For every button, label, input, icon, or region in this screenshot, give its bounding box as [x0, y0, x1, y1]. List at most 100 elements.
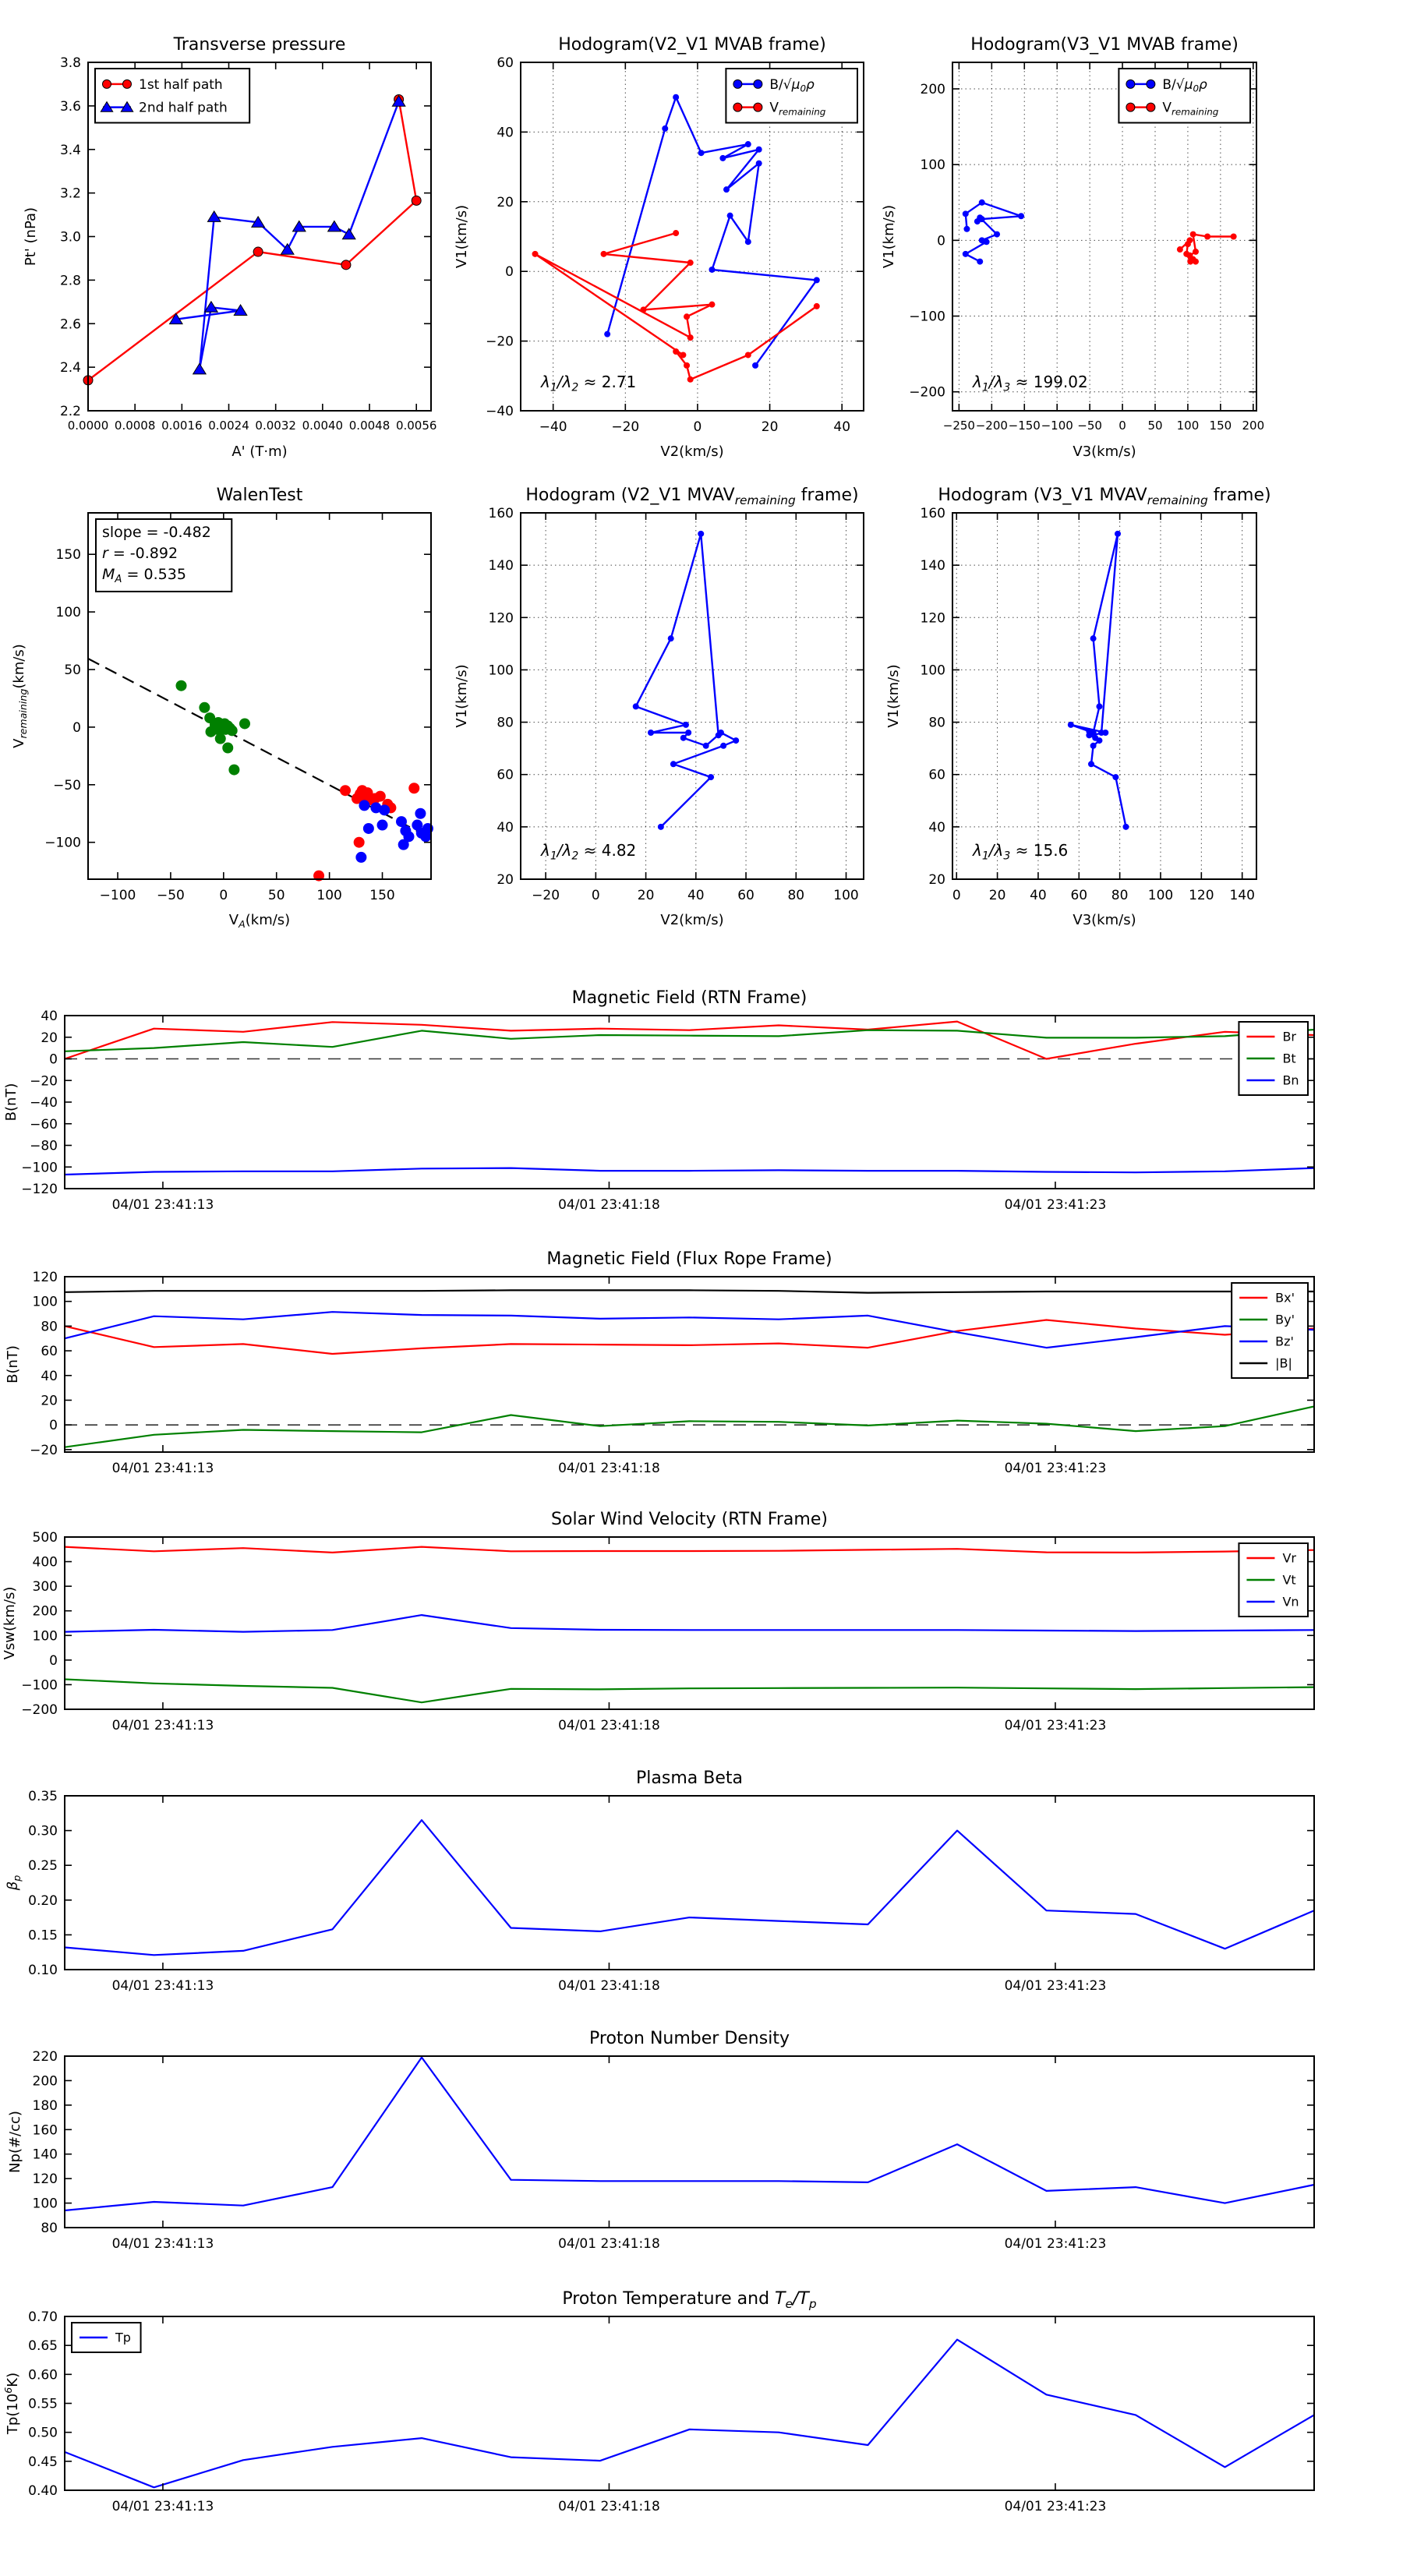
svg-text:3.2: 3.2: [60, 186, 81, 202]
svg-text:3.0: 3.0: [60, 230, 81, 246]
hodogram-v3v1-mvav-plot-title: Hodogram (V3_V1 MVAVremaining frame): [938, 486, 1270, 507]
svg-text:20: 20: [497, 872, 514, 888]
svg-text:04/01 23:41:23: 04/01 23:41:23: [1005, 2499, 1107, 2514]
transverse-pressure-plot-xlabel: A' (T·m): [231, 443, 287, 460]
svg-text:80: 80: [497, 716, 514, 731]
svg-text:150: 150: [56, 547, 81, 563]
svg-text:−20: −20: [532, 888, 560, 903]
svg-text:04/01 23:41:23: 04/01 23:41:23: [1005, 1197, 1107, 1213]
svg-text:B/√μ0ρ: B/√μ0ρ: [1162, 77, 1207, 94]
svg-text:40: 40: [497, 125, 514, 140]
svg-text:−60: −60: [30, 1117, 58, 1133]
svg-text:80: 80: [41, 2221, 58, 2236]
svg-text:−40: −40: [30, 1095, 58, 1111]
proton-temperature-plot: 04/01 23:41:13 04/01 23:41:18 04/01 23:41:…: [2, 2289, 1315, 2514]
svg-text:0.40: 0.40: [28, 2483, 58, 2499]
svg-text:0: 0: [49, 1418, 58, 1433]
svg-text:160: 160: [489, 506, 514, 521]
svg-text:1st half path: 1st half path: [139, 77, 223, 93]
svg-text:0.0000: 0.0000: [68, 419, 109, 433]
hodogram-v3v1-mvav-plot-annotation: λ1/λ3 ≈ 15.6: [972, 841, 1068, 862]
svg-text:80: 80: [41, 1319, 58, 1334]
svg-text:−100: −100: [44, 836, 81, 851]
transverse-pressure-plot: 0.0000 0.0008 0.0016 0.0024 0.0032 0.0040 0.00…: [23, 35, 436, 460]
svg-text:0: 0: [49, 1052, 58, 1068]
transverse-pressure-plot-title: Transverse pressure: [173, 35, 346, 55]
svg-text:−150: −150: [1009, 419, 1041, 433]
svg-text:Vt: Vt: [1282, 1573, 1295, 1588]
hodogram-v2v1-mvav-plot: −20 0 20 40 60 80 100 20 40 60 80 100 120 140 160 Hodog…: [454, 486, 864, 928]
svg-text:−250: −250: [943, 419, 975, 433]
svg-text:160: 160: [33, 2122, 58, 2138]
svg-text:04/01 23:41:18: 04/01 23:41:18: [558, 1197, 660, 1213]
svg-text:0: 0: [1119, 419, 1126, 433]
svg-text:100: 100: [33, 1295, 58, 1310]
svg-text:04/01 23:41:18: 04/01 23:41:18: [558, 1461, 660, 1476]
svg-text:20: 20: [497, 195, 514, 210]
proton-density-plot-title: Proton Number Density: [589, 2029, 790, 2048]
svg-text:100: 100: [56, 605, 81, 620]
svg-text:0: 0: [505, 264, 514, 280]
svg-text:|B|: |B|: [1275, 1356, 1292, 1371]
svg-text:0: 0: [49, 1653, 58, 1669]
svg-text:180: 180: [33, 2098, 58, 2114]
svg-text:40: 40: [1030, 888, 1047, 903]
svg-text:Bn: Bn: [1282, 1073, 1299, 1088]
svg-text:0.30: 0.30: [28, 1824, 58, 1839]
solar-wind-velocity-plot-title: Solar Wind Velocity (RTN Frame): [551, 1510, 828, 1529]
svg-text:0.25: 0.25: [28, 1858, 58, 1874]
svg-text:120: 120: [1189, 888, 1214, 903]
svg-text:Tp: Tp: [115, 2330, 131, 2345]
svg-text:−40: −40: [486, 404, 514, 419]
proton-density-plot: 04/01 23:41:13 04/01 23:41:18 04/01 23:41:…: [7, 2029, 1315, 2252]
svg-text:2.8: 2.8: [60, 273, 81, 288]
svg-text:80: 80: [787, 888, 804, 903]
svg-text:140: 140: [1229, 888, 1254, 903]
hodogram-v2v1-mvav-plot-ylabel: V1(km/s): [454, 664, 470, 727]
svg-text:0.15: 0.15: [28, 1928, 58, 1943]
svg-text:40: 40: [928, 820, 945, 836]
transverse-pressure-plot-ylabel: Pt' (nPa): [23, 207, 39, 266]
svg-text:−50: −50: [53, 778, 81, 793]
svg-text:0.45: 0.45: [28, 2454, 58, 2470]
svg-text:−50: −50: [157, 888, 185, 903]
solar-wind-velocity-plot-ylabel: Vsw(km/s): [2, 1587, 18, 1660]
svg-text:400: 400: [33, 1555, 58, 1571]
svg-text:0.50: 0.50: [28, 2426, 58, 2441]
walen-test-plot: −100 −50 0 50 100 150 −100 −50 0 50 100 150 WalenTes…: [11, 486, 433, 930]
hodogram-v3v1-mvav-plot-ylabel: V1(km/s): [885, 664, 902, 727]
svg-text:20: 20: [762, 419, 779, 435]
svg-text:−200: −200: [21, 1702, 58, 1718]
svg-text:−100: −100: [21, 1160, 58, 1175]
hodogram-v2v1-mvab-plot: −40 −20 0 20 40 −40 −20 0 20 40 60 Hodogram(V2_V1 M…: [454, 35, 864, 460]
svg-text:Vn: Vn: [1282, 1595, 1299, 1610]
svg-text:140: 140: [921, 558, 945, 574]
svg-text:04/01 23:41:23: 04/01 23:41:23: [1005, 2236, 1107, 2252]
magnetic-field-fluxrope-plot-ylabel: B(nT): [5, 1345, 21, 1383]
svg-text:20: 20: [928, 872, 945, 888]
svg-text:Br: Br: [1282, 1030, 1296, 1044]
svg-text:200: 200: [1242, 419, 1264, 433]
svg-text:−20: −20: [30, 1443, 58, 1458]
walen-test-plot-xlabel: VA(km/s): [229, 912, 290, 930]
hodogram-v3v1-mvab-plot-title: Hodogram(V3_V1 MVAB frame): [970, 35, 1239, 55]
svg-text:120: 120: [33, 1270, 58, 1285]
svg-text:60: 60: [497, 55, 514, 71]
svg-text:0: 0: [72, 720, 81, 736]
svg-text:60: 60: [928, 768, 945, 783]
svg-text:20: 20: [41, 1393, 58, 1408]
svg-text:100: 100: [33, 1628, 58, 1644]
svg-text:04/01 23:41:18: 04/01 23:41:18: [558, 1718, 660, 1733]
svg-text:−100: −100: [1041, 419, 1073, 433]
svg-text:0.55: 0.55: [28, 2397, 58, 2412]
svg-text:−20: −20: [611, 419, 639, 435]
svg-text:140: 140: [489, 558, 514, 574]
svg-text:80: 80: [1111, 888, 1129, 903]
svg-text:−120: −120: [21, 1182, 58, 1197]
svg-text:80: 80: [928, 716, 945, 731]
proton-density-plot-ylabel: Np(#/cc): [7, 2111, 23, 2173]
svg-text:04/01 23:41:18: 04/01 23:41:18: [558, 1978, 660, 1994]
svg-text:40: 40: [497, 820, 514, 836]
hodogram-v2v1-mvav-plot-xlabel: V2(km/s): [660, 912, 723, 928]
